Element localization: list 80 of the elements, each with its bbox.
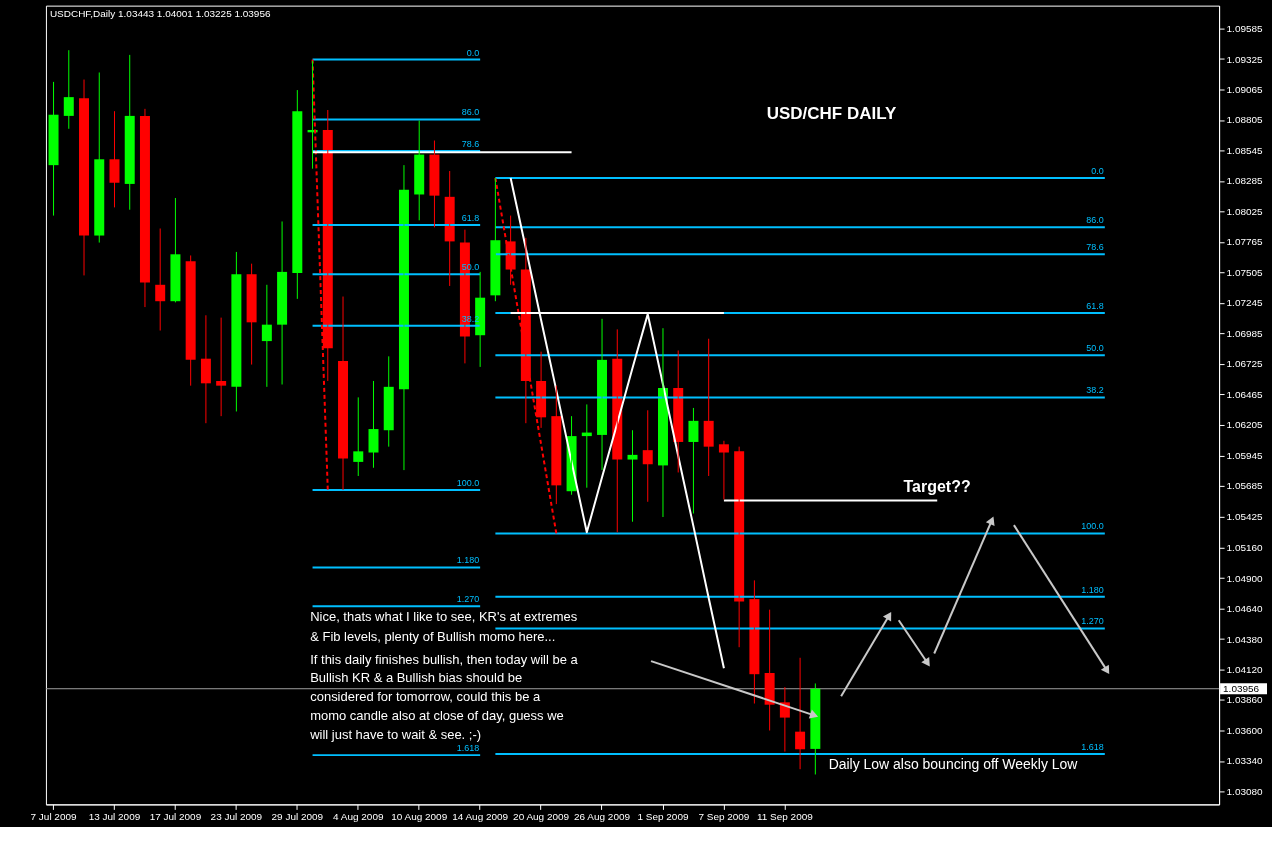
y-tick-label: 1.09585: [1226, 23, 1264, 35]
candlestick: [63, 49, 74, 130]
candlestick: [688, 407, 699, 515]
series-label: 100.0: [1081, 521, 1104, 532]
series-label: 61.8: [1086, 300, 1104, 311]
y-tick-label: 1.04900: [1226, 572, 1264, 584]
y-tick-label: 1.09065: [1226, 84, 1264, 95]
candlestick: [124, 54, 135, 211]
x-tick-label: 7 Sep 2009: [698, 810, 750, 822]
y-tick-label: 1.06465: [1226, 388, 1264, 400]
y-tick-label: 1.05945: [1226, 449, 1264, 461]
x-tick-label: 14 Aug 2009: [452, 810, 509, 822]
y-tick-label: 1.06725: [1226, 358, 1264, 370]
x-tick-label: 10 Aug 2009: [391, 810, 448, 822]
y-tick-label: 1.04120: [1226, 664, 1264, 675]
series-label: 38.2: [461, 313, 480, 324]
candlestick: [185, 254, 196, 387]
series-label: 38.2: [1086, 385, 1104, 396]
candlestick: [109, 110, 120, 208]
x-tick-label: 4 Aug 2009: [333, 810, 384, 822]
y-tick-label: 1.05685: [1226, 480, 1264, 492]
annotation: Nice, thats what I like to see, KR's at extremes & Fib levels, plenty of Bullish momo here...: [310, 608, 578, 644]
candlestick: [429, 140, 440, 228]
series-label: 1.180: [1081, 584, 1104, 595]
y-tick-label: 1.07245: [1226, 297, 1264, 309]
candlestick: [292, 89, 303, 300]
series-label: 86.0: [461, 107, 480, 118]
y-tick-label: 1.06985: [1226, 327, 1264, 339]
y-tick-label: 1.09325: [1226, 53, 1264, 65]
candlestick: [551, 385, 562, 505]
series-label: 50.0: [1086, 343, 1104, 354]
text: USD/CHF DAILY: [766, 104, 897, 124]
y-tick-label: 1.03860: [1226, 694, 1264, 706]
chart-subtitle: USDCHF,Daily 1.03443 1.04001 1.03225 1.03956: [49, 7, 271, 19]
series-label: 1.180: [456, 555, 480, 566]
y-tick-label: 1.06205: [1226, 419, 1264, 431]
y-tick-label: 1.07505: [1226, 266, 1264, 278]
series-label: 78.6: [1086, 242, 1104, 253]
line-series: [494, 177, 558, 535]
x-tick-label: 26 Aug 2009: [574, 810, 631, 822]
y-tick-label: 1.08545: [1226, 144, 1264, 156]
series-label: 1.270: [1081, 616, 1104, 627]
series-label: 1.618: [456, 743, 480, 754]
series-label: 1.618: [1081, 741, 1104, 752]
y-tick-label: 1.07765: [1226, 236, 1264, 248]
x-tick-label: 11 Sep 2009: [756, 810, 814, 822]
candlestick: [94, 72, 105, 244]
y-tick-label: 1.04640: [1226, 603, 1264, 615]
y-tick-label: 1.03600: [1226, 724, 1264, 736]
ref-line-label: 1.03956: [1223, 682, 1260, 694]
y-tick-label: 1.03080: [1226, 785, 1264, 797]
series-label: 0.0: [1091, 166, 1104, 177]
candlestick: [170, 197, 181, 303]
x-tick-label: 23 Jul 2009: [210, 810, 263, 822]
candlestick: [231, 251, 242, 412]
series-label: 1.270: [456, 594, 480, 605]
series-label: 61.8: [461, 212, 480, 223]
y-tick-label: 1.05425: [1226, 510, 1264, 522]
candlestick: [246, 263, 257, 366]
x-tick-label: 7 Jul 2009: [30, 810, 77, 822]
x-tick-label: 13 Jul 2009: [88, 810, 141, 822]
y-tick-label: 1.03340: [1226, 755, 1264, 767]
candlestick: [703, 338, 714, 477]
series-label: 100.0: [456, 478, 480, 489]
x-tick-label: 20 Aug 2009: [513, 810, 570, 822]
annotation: Daily Low also bouncing off Weekly Low: [828, 756, 1079, 773]
series-label: 86.0: [1086, 215, 1104, 226]
x-tick-label: 29 Jul 2009: [271, 810, 324, 822]
y-tick-label: 1.04380: [1226, 633, 1264, 645]
y-tick-label: 1.08025: [1226, 205, 1264, 217]
x-tick-label: 1 Sep 2009: [637, 810, 689, 822]
candlestick: [353, 396, 364, 477]
series-label: 0.0: [466, 47, 480, 58]
y-tick-label: 1.08805: [1226, 114, 1264, 126]
annotation: Target??: [903, 478, 971, 496]
y-tick-label: 1.05160: [1226, 542, 1264, 554]
x-tick-label: 17 Jul 2009: [149, 810, 202, 822]
annotation: If this daily finishes bullish, then today will be a Bullish KR & a Bullish bias should be considered for tomorrow, could this be a momo candle also at close of day, guess we will just have to wait & see. ;-): [309, 651, 579, 743]
y-tick-label: 1.08285: [1226, 175, 1264, 187]
series-label: 78.6: [461, 139, 480, 150]
